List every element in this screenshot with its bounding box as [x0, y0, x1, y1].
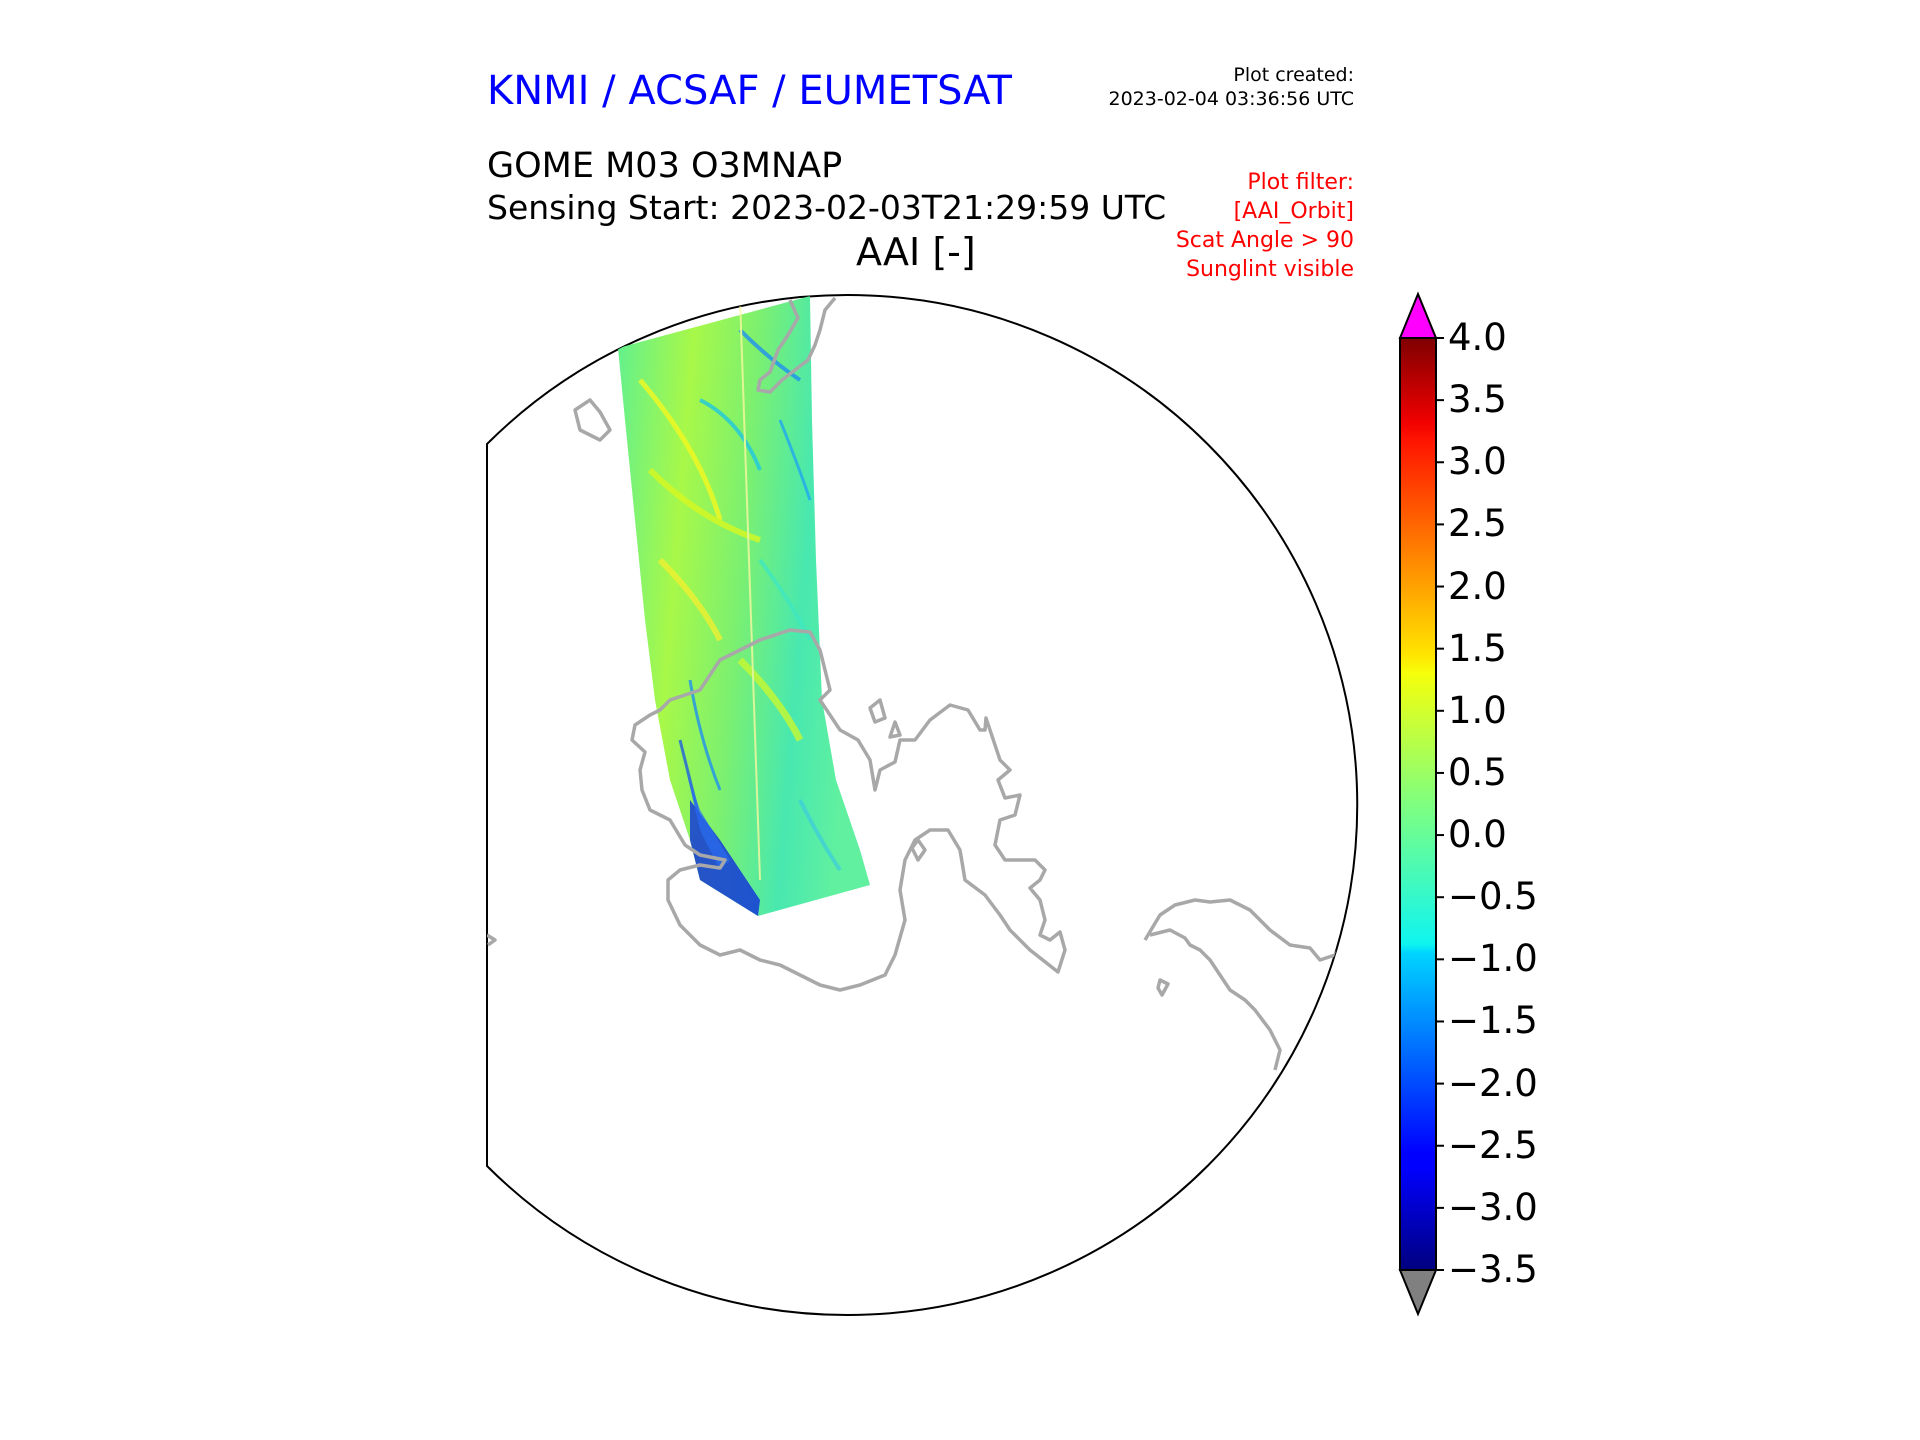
colorbar-tick-marks [1436, 337, 1444, 1271]
plot-created-label: Plot created: [1233, 64, 1354, 86]
organization-title: KNMI / ACSAF / EUMETSAT [487, 68, 1012, 114]
plot-filter-line: Sunglint visible [1186, 257, 1354, 282]
colorbar-tick-label: −1.0 [1448, 937, 1538, 981]
aai-swath [618, 296, 870, 916]
colorbar-tick-label: −3.0 [1448, 1185, 1538, 1229]
colorbar-tick-label: 1.0 [1448, 688, 1507, 732]
plot-filter-line: Plot filter: [1247, 170, 1354, 195]
plot-created-timestamp: 2023-02-04 03:36:56 UTC [1108, 88, 1355, 110]
colorbar-tick-label: −0.5 [1448, 875, 1538, 919]
colorbar-tick-label: 3.5 [1448, 378, 1507, 422]
colorbar-tick-label: −2.5 [1448, 1123, 1538, 1167]
colorbar-tick-label: 2.5 [1448, 502, 1507, 546]
colorbar-tick-label: 3.0 [1448, 440, 1507, 484]
plot-filter-line: Scat Angle > 90 [1175, 228, 1354, 253]
product-title: GOME M03 O3MNAP [487, 146, 843, 186]
colorbar-tick-label: 0.5 [1448, 750, 1507, 794]
variable-title: AAI [-] [856, 230, 976, 274]
plot-filter-line: [AAI_Orbit] [1233, 199, 1354, 224]
sensing-start: Sensing Start: 2023-02-03T21:29:59 UTC [487, 188, 1167, 227]
colorbar-tick-label: 2.0 [1448, 564, 1507, 608]
colorbar-tick-label: 0.0 [1448, 813, 1507, 857]
colorbar-under-extension [1398, 1269, 1438, 1317]
colorbar-tick-label: 1.5 [1448, 626, 1507, 670]
colorbar-tick-label: 4.0 [1448, 316, 1507, 359]
colorbar-tick-label: −1.5 [1448, 999, 1538, 1043]
colorbar-gradient [1399, 337, 1437, 1271]
colorbar-tick-label: −2.0 [1448, 1061, 1538, 1105]
colorbar-tick-label: −3.5 [1448, 1248, 1538, 1291]
coastlines [487, 296, 1347, 1071]
colorbar-over-extension [1398, 291, 1438, 339]
